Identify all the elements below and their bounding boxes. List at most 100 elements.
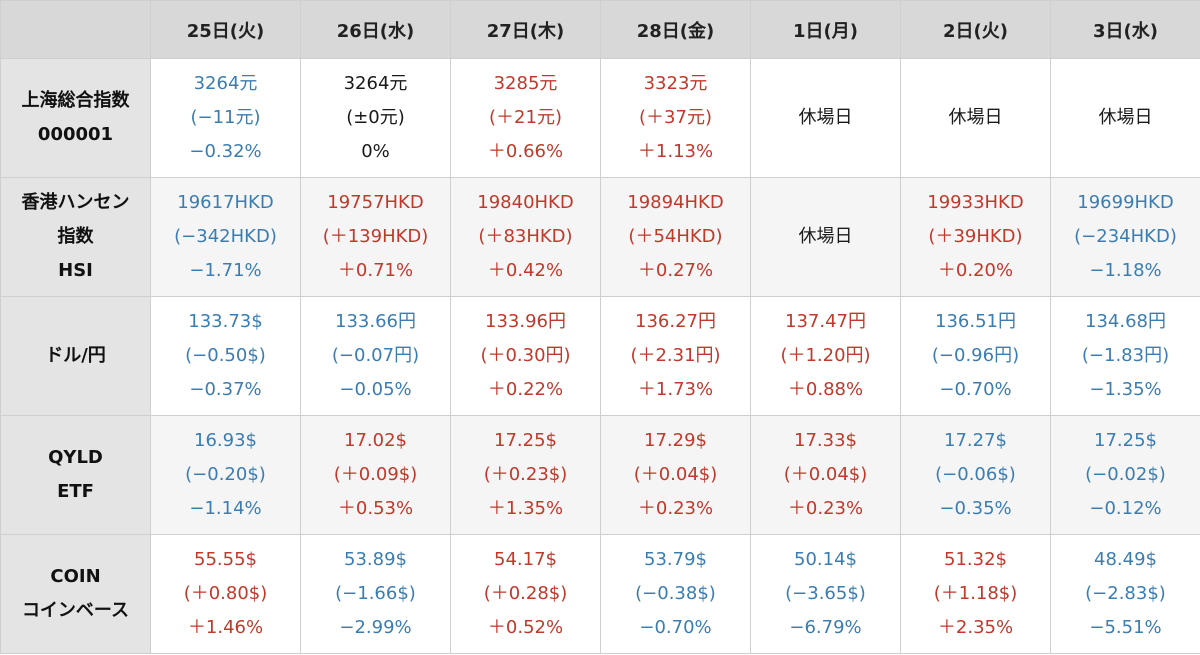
date-header-cell: 3日(水) xyxy=(1050,0,1200,59)
price-cell: 136.51円 (−0.96円) −0.70% xyxy=(900,296,1051,416)
change-value: (＋2.31円) xyxy=(630,345,721,366)
change-value: (＋1.18$) xyxy=(933,583,1018,604)
change-value: (＋1.20円) xyxy=(780,345,871,366)
price-cell: 17.25$ (＋0.23$) ＋1.35% xyxy=(450,415,601,535)
closed-label: 休場日 xyxy=(798,107,853,128)
price-cell: 19757HKD (＋139HKD) ＋0.71% xyxy=(300,177,451,297)
change-percent: ＋2.35% xyxy=(937,617,1014,638)
price-value: 3264元 xyxy=(193,73,258,94)
price-value: 17.29$ xyxy=(644,430,707,451)
change-percent: ＋0.66% xyxy=(487,141,564,162)
price-cell: 19933HKD (＋39HKD) ＋0.20% xyxy=(900,177,1051,297)
change-value: (−342HKD) xyxy=(174,226,277,247)
date-header-cell: 25日(火) xyxy=(150,0,301,59)
change-value: (±0元) xyxy=(346,107,405,128)
price-value: 53.79$ xyxy=(644,549,707,570)
change-percent: −0.70% xyxy=(939,379,1012,400)
change-value: (−0.20$) xyxy=(185,464,266,485)
price-value: 53.89$ xyxy=(344,549,407,570)
change-percent: ＋0.71% xyxy=(337,260,414,281)
price-cell: 3285元 (＋21元) ＋0.66% xyxy=(450,58,601,178)
table-body: 上海総合指数 000001 3264元 (−11元) −0.32% 3264元 (±0元) 0… xyxy=(0,58,1200,654)
change-percent: ＋0.52% xyxy=(487,617,564,638)
row-label-line: QYLD xyxy=(48,447,103,468)
price-cell: 17.29$ (＋0.04$) ＋0.23% xyxy=(600,415,751,535)
change-value: (＋37元) xyxy=(639,107,712,128)
table-row: 香港ハンセン 指数 HSI 19617HKD (−342HKD) −1.71% 19757H… xyxy=(0,177,1200,297)
row-label-line: COIN xyxy=(50,566,101,587)
price-value: 19840HKD xyxy=(477,192,574,213)
change-percent: −0.05% xyxy=(339,379,412,400)
change-value: (＋0.30円) xyxy=(480,345,571,366)
price-value: 50.14$ xyxy=(794,549,857,570)
change-percent: −1.18% xyxy=(1089,260,1162,281)
price-value: 133.66円 xyxy=(335,311,416,332)
change-percent: −0.37% xyxy=(189,379,262,400)
change-value: (−0.50$) xyxy=(185,345,266,366)
change-value: (＋139HKD) xyxy=(322,226,429,247)
price-value: 137.47円 xyxy=(785,311,866,332)
change-percent: ＋0.42% xyxy=(487,260,564,281)
price-cell: 53.89$ (−1.66$) −2.99% xyxy=(300,534,451,654)
price-cell: 133.96円 (＋0.30円) ＋0.22% xyxy=(450,296,601,416)
date-header-cell: 27日(木) xyxy=(450,0,601,59)
change-value: (＋0.28$) xyxy=(483,583,568,604)
price-value: 3323元 xyxy=(643,73,708,94)
change-value: (＋54HKD) xyxy=(628,226,723,247)
change-value: (−0.06$) xyxy=(935,464,1016,485)
price-value: 136.51円 xyxy=(935,311,1016,332)
price-cell: 17.02$ (＋0.09$) ＋0.53% xyxy=(300,415,451,535)
change-percent: −0.70% xyxy=(639,617,712,638)
change-value: (−2.83$) xyxy=(1085,583,1166,604)
price-cell: 133.73$ (−0.50$) −0.37% xyxy=(150,296,301,416)
price-cell: 3264元 (±0元) 0% xyxy=(300,58,451,178)
price-cell: 3323元 (＋37元) ＋1.13% xyxy=(600,58,751,178)
row-label-cell: ドル/円 xyxy=(0,296,151,416)
row-label-line: ETF xyxy=(57,481,94,502)
price-cell: 19617HKD (−342HKD) −1.71% xyxy=(150,177,301,297)
price-value: 19757HKD xyxy=(327,192,424,213)
change-value: (−0.38$) xyxy=(635,583,716,604)
change-percent: ＋0.20% xyxy=(937,260,1014,281)
price-value: 134.68円 xyxy=(1085,311,1166,332)
row-label-line: HSI xyxy=(58,260,93,281)
table-row: 上海総合指数 000001 3264元 (−11元) −0.32% 3264元 (±0元) 0… xyxy=(0,58,1200,178)
price-value: 51.32$ xyxy=(944,549,1007,570)
closed-label: 休場日 xyxy=(948,107,1003,128)
change-value: (−0.07円) xyxy=(331,345,420,366)
row-label-cell: QYLD ETF xyxy=(0,415,151,535)
change-percent: ＋0.53% xyxy=(337,498,414,519)
change-percent: −1.71% xyxy=(189,260,262,281)
change-value: (＋0.04$) xyxy=(633,464,718,485)
row-label-line: コインベース xyxy=(21,600,130,621)
change-value: (＋0.80$) xyxy=(183,583,268,604)
change-percent: ＋0.22% xyxy=(487,379,564,400)
price-value: 17.27$ xyxy=(944,430,1007,451)
change-percent: −0.12% xyxy=(1089,498,1162,519)
price-value: 19699HKD xyxy=(1077,192,1174,213)
change-percent: ＋1.73% xyxy=(637,379,714,400)
change-percent: −1.35% xyxy=(1089,379,1162,400)
change-value: (−1.66$) xyxy=(335,583,416,604)
price-value: 19617HKD xyxy=(177,192,274,213)
price-value: 133.73$ xyxy=(188,311,263,332)
price-value: 48.49$ xyxy=(1094,549,1157,570)
change-value: (＋0.23$) xyxy=(483,464,568,485)
date-header-cell: 28日(金) xyxy=(600,0,751,59)
change-percent: −6.79% xyxy=(789,617,862,638)
change-percent: ＋0.23% xyxy=(787,498,864,519)
change-percent: ＋0.23% xyxy=(637,498,714,519)
change-percent: 0% xyxy=(361,141,390,162)
header-row: 25日(火) 26日(水) 27日(木) 28日(金) 1日(月) 2日(火) 3日(水) xyxy=(0,0,1200,59)
price-cell: 55.55$ (＋0.80$) ＋1.46% xyxy=(150,534,301,654)
change-value: (−1.83円) xyxy=(1081,345,1170,366)
change-percent: −5.51% xyxy=(1089,617,1162,638)
table-row: ドル/円 133.73$ (−0.50$) −0.37% 133.66円 (−0.07円)… xyxy=(0,296,1200,416)
price-cell: 136.27円 (＋2.31円) ＋1.73% xyxy=(600,296,751,416)
change-percent: ＋0.88% xyxy=(787,379,864,400)
change-value: (−0.02$) xyxy=(1085,464,1166,485)
change-percent: ＋1.46% xyxy=(187,617,264,638)
change-value: (＋21元) xyxy=(489,107,562,128)
change-percent: ＋1.13% xyxy=(637,141,714,162)
